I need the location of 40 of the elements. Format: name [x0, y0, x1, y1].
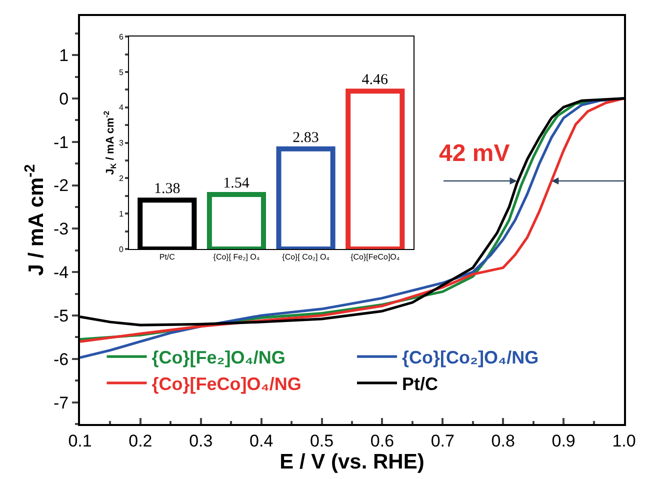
- legend-label: Pt/C: [402, 374, 438, 394]
- y-tick-label: 0: [118, 244, 124, 254]
- y-tick-label: -6: [53, 350, 69, 369]
- y-tick-label: 2: [118, 174, 124, 184]
- y-tick-label: 5: [118, 68, 124, 77]
- data-label: 4.46: [362, 72, 389, 88]
- y-tick-label: 1: [118, 209, 124, 218]
- y-tick-label: 0: [59, 89, 69, 108]
- data-label: 2.83: [292, 130, 319, 146]
- data-label: 1.38: [154, 181, 180, 198]
- y-tick-label: -5: [53, 306, 69, 326]
- y-tick-label: 3: [118, 138, 124, 148]
- legend-label: {Co}[Co₂]O₄/NG: [402, 348, 539, 368]
- y-tick-label: 6: [118, 32, 124, 42]
- x-tick-label: 0.8: [491, 431, 515, 450]
- x-tick-label: 0.2: [128, 431, 152, 450]
- x-tick-label: 0.5: [310, 431, 334, 450]
- x-tick-label: {Co}[FeCo]O₄: [350, 252, 400, 262]
- x-tick-label: 0.1: [68, 431, 92, 450]
- legend-label: {Co}[FeCo]O₄/NG: [152, 374, 302, 394]
- data-label: 1.54: [223, 175, 250, 192]
- x-tick-label: 0.4: [250, 431, 274, 450]
- x-tick-label: 0.9: [552, 431, 576, 450]
- x-tick-label: 0.7: [430, 431, 454, 450]
- y-tick-label: -4: [53, 263, 69, 282]
- y-tick-label: -7: [53, 393, 69, 412]
- y-tick-label: -2: [53, 176, 69, 196]
- x-tick-label: Pt/C: [159, 252, 176, 262]
- y-tick-label: 4: [118, 103, 124, 112]
- annotation: 42 mV: [439, 140, 510, 167]
- x-tick-label: 0.6: [370, 431, 394, 450]
- x-tick-label: 1.0: [612, 431, 636, 450]
- x-axis-title: E / V (vs. RHE): [280, 450, 424, 474]
- x-tick-label: {Co}[ Fe₂] O₄: [213, 252, 260, 262]
- x-tick-label: {Co}[ Co₂] O₄: [282, 252, 330, 262]
- y-tick-label: 1: [59, 46, 69, 66]
- y-tick-label: -3: [53, 220, 69, 239]
- x-tick-label: 0.3: [189, 431, 213, 450]
- legend-label: {Co}[Fe₂]O₄/NG: [152, 348, 286, 368]
- y-tick-label: -1: [53, 132, 69, 152]
